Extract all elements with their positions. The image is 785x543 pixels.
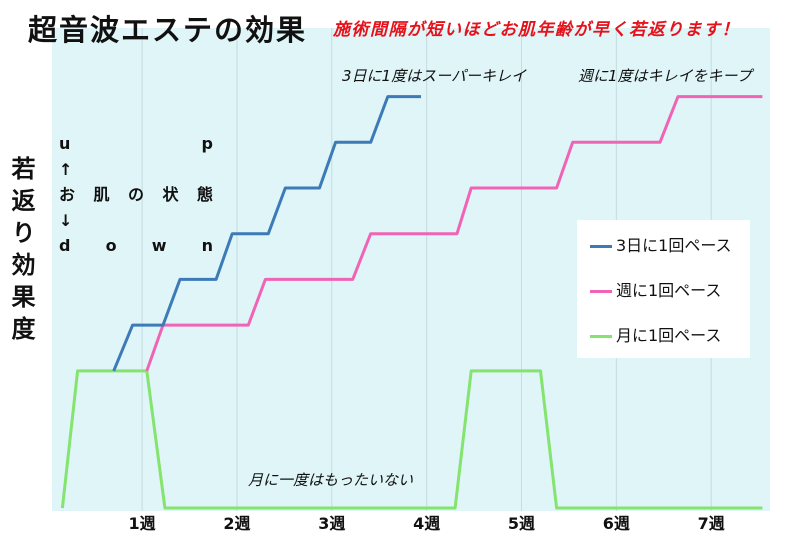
legend-label-monthly: 月に1回ペース bbox=[616, 326, 722, 345]
skin-condition-scale-note: u p ↑ お 肌 の 状 態 ↓ d o w n bbox=[59, 131, 213, 259]
axis-note-skin-condition: お 肌 の 状 態 bbox=[59, 185, 213, 204]
y-axis-label: 若返り効果度 bbox=[7, 156, 35, 348]
x-tick-label: 3週 bbox=[318, 514, 345, 533]
axis-note-up-arrow: ↑ bbox=[59, 159, 73, 179]
legend-label-every-3-days: 3日に1回ペース bbox=[616, 236, 732, 255]
legend-swatch-every-3-days bbox=[590, 245, 612, 248]
annotation-monthly: 月に一度はもったいない bbox=[248, 471, 414, 489]
legend-label-weekly: 週に1回ペース bbox=[616, 281, 722, 300]
chart-subtitle: 施術間隔が短いほどお肌年齢が早く若返ります！ bbox=[333, 20, 740, 40]
legend-item-monthly: 月に1回ペース bbox=[577, 326, 750, 346]
legend: 3日に1回ペース 週に1回ペース 月に1回ペース bbox=[577, 220, 750, 358]
x-tick-label: 6週 bbox=[603, 514, 630, 533]
x-axis-tick-labels: 1週 2週 3週 4週 5週 6週 7週 bbox=[129, 514, 725, 533]
annotation-weekly: 週に1度はキレイをキープ bbox=[578, 67, 752, 85]
x-tick-label: 7週 bbox=[698, 514, 725, 533]
x-tick-label: 2週 bbox=[223, 514, 250, 533]
legend-swatch-weekly bbox=[590, 290, 612, 293]
legend-item-weekly: 週に1回ペース bbox=[577, 281, 750, 301]
x-tick-label: 1週 bbox=[129, 514, 156, 533]
annotation-every-3-days: 3日に1度はスーパーキレイ bbox=[342, 67, 526, 85]
x-tick-label: 4週 bbox=[413, 514, 440, 533]
series-line-weekly bbox=[145, 95, 763, 372]
legend-swatch-monthly bbox=[590, 335, 612, 338]
series-line-every-3-days bbox=[112, 95, 421, 372]
chart-title: 超音波エステの効果 bbox=[28, 13, 308, 47]
series-line-monthly bbox=[60, 369, 763, 510]
x-tick-label: 5週 bbox=[508, 514, 535, 533]
legend-item-every-3-days: 3日に1回ペース bbox=[577, 236, 750, 256]
axis-note-down-arrow: ↓ bbox=[59, 210, 73, 230]
axis-note-up: u p bbox=[59, 134, 213, 153]
axis-note-down: d o w n bbox=[59, 236, 213, 255]
series-layer bbox=[60, 95, 763, 510]
